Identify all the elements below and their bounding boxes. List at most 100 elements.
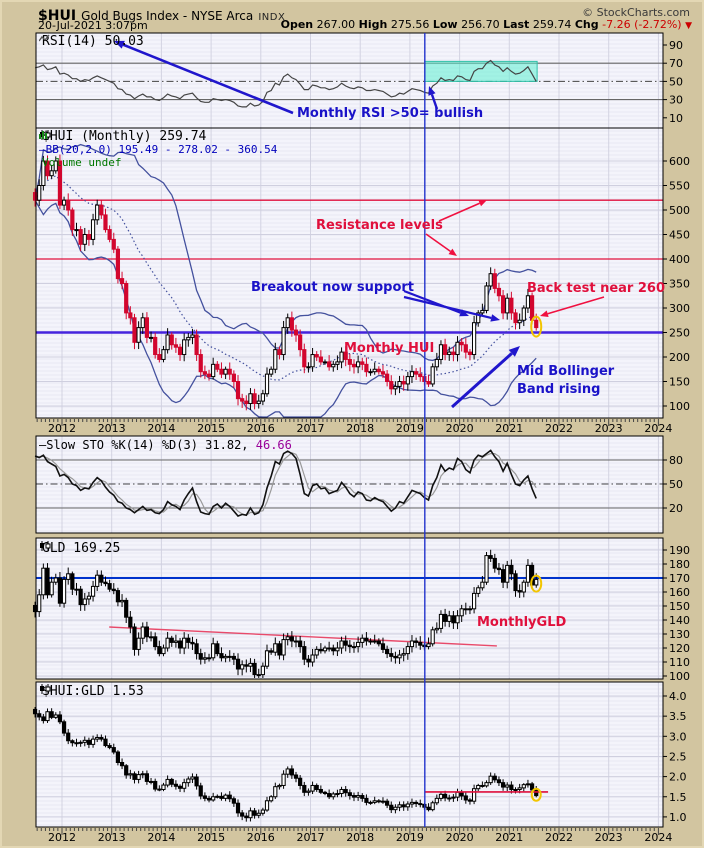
svg-text:50: 50 — [669, 478, 683, 491]
main-title-label: $HUI (Monthly) 259.74 — [42, 129, 207, 144]
volume-legend: Volume undef — [39, 131, 277, 169]
svg-text:30: 30 — [669, 94, 683, 107]
svg-text:2022: 2022 — [545, 831, 573, 844]
svg-text:1.5: 1.5 — [669, 791, 687, 804]
copyright: © StockCharts.com — [582, 6, 690, 19]
rsi-legend: RSI(14) 50.03 — [39, 34, 144, 49]
sto-panel — [34, 435, 664, 534]
svg-text:MonthlyGLD: MonthlyGLD — [477, 615, 566, 630]
sto-legend: —Slow STO %K(14) %D(3) 31.82, 46.66 — [39, 438, 292, 452]
svg-text:190: 190 — [669, 544, 690, 557]
last-label: Last — [503, 18, 530, 31]
svg-text:160: 160 — [669, 586, 690, 599]
svg-text:2021: 2021 — [495, 831, 523, 844]
gld-panel — [32, 537, 664, 680]
svg-text:110: 110 — [669, 656, 690, 669]
svg-text:2012: 2012 — [48, 422, 76, 435]
svg-text:2023: 2023 — [595, 831, 623, 844]
svg-text:Mid Bollinger: Mid Bollinger — [517, 364, 615, 379]
low-value: 256.70 — [461, 18, 500, 31]
quote-line: Open 267.00 High 275.56 Low 256.70 Last … — [281, 18, 692, 31]
annotations: Monthly RSI >50= bullish Resistance level… — [114, 40, 665, 630]
svg-text:2020: 2020 — [446, 831, 474, 844]
ticker-symbol: $HUI — [38, 8, 77, 24]
svg-text:2017: 2017 — [297, 422, 325, 435]
svg-text:100: 100 — [669, 400, 690, 413]
svg-text:2014: 2014 — [147, 831, 175, 844]
hui-panel — [32, 127, 664, 419]
change-down-triangle-icon: ▼ — [685, 21, 692, 31]
svg-text:Breakout now support: Breakout now support — [251, 280, 414, 295]
svg-text:Monthly HUI: Monthly HUI — [344, 341, 434, 356]
chart-datetime: 20-Jul-2021 3:07pm — [38, 19, 148, 32]
svg-text:2016: 2016 — [247, 422, 275, 435]
svg-text:2021: 2021 — [495, 422, 523, 435]
svg-text:3.5: 3.5 — [669, 710, 687, 723]
chg-value: -7.26 (-2.72%) — [602, 18, 682, 31]
exchange-tag: INDX — [258, 12, 286, 23]
svg-text:2.5: 2.5 — [669, 750, 687, 763]
svg-text:400: 400 — [669, 253, 690, 266]
ratio-panel — [32, 681, 664, 828]
svg-text:2013: 2013 — [98, 831, 126, 844]
svg-text:20: 20 — [669, 502, 683, 515]
svg-text:500: 500 — [669, 204, 690, 217]
svg-text:200: 200 — [669, 351, 690, 364]
bb-legend-label: BB(20,2.0) 195.49 - 278.02 - 360.54 — [45, 143, 278, 156]
svg-text:Monthly RSI >50= bullish: Monthly RSI >50= bullish — [297, 106, 483, 121]
svg-text:600: 600 — [669, 155, 690, 168]
svg-text:90: 90 — [669, 39, 683, 52]
svg-text:150: 150 — [669, 600, 690, 613]
svg-text:Band rising: Band rising — [517, 382, 600, 397]
svg-text:350: 350 — [669, 278, 690, 291]
y-axis-labels: 90 70 50 30 10 600 550 500 450 400 350 300 250 200 150… — [663, 39, 690, 824]
svg-text:2024: 2024 — [644, 831, 672, 844]
main-legend: $HUI (Monthly) 259.74 —BB(20,2.0) 195.49… — [39, 130, 277, 169]
volume-legend-label: Volume undef — [42, 156, 122, 169]
svg-text:1.0: 1.0 — [669, 811, 687, 824]
svg-text:2017: 2017 — [297, 831, 325, 844]
svg-text:80: 80 — [669, 454, 683, 467]
main-legend-title: $HUI (Monthly) 259.74 — [39, 130, 277, 143]
svg-text:Back test near 260: Back test near 260 — [527, 281, 665, 296]
svg-text:2015: 2015 — [197, 831, 225, 844]
chg-label: Chg — [574, 18, 599, 31]
svg-text:2016: 2016 — [247, 831, 275, 844]
bb-line-swatch: — — [39, 143, 46, 156]
svg-text:4.0: 4.0 — [669, 690, 687, 703]
rsi-legend-label: RSI(14) 50.03 — [42, 34, 144, 49]
highlight-markers — [530, 315, 543, 802]
svg-text:2015: 2015 — [197, 422, 225, 435]
svg-text:100: 100 — [669, 670, 690, 683]
svg-text:Resistance levels: Resistance levels — [316, 218, 443, 233]
svg-text:180: 180 — [669, 558, 690, 571]
ratio-legend: $HUI:GLD 1.53 — [39, 684, 144, 699]
sto-d-value: 46.66 — [248, 438, 292, 452]
svg-text:2.0: 2.0 — [669, 771, 687, 784]
rsi-panel — [34, 32, 664, 129]
svg-text:2023: 2023 — [595, 422, 623, 435]
sto-legend-label: Slow STO %K(14) %D(3) 31.82, — [46, 438, 249, 452]
sto-line-swatch: — — [39, 438, 47, 452]
svg-text:2013: 2013 — [98, 422, 126, 435]
last-value: 259.74 — [532, 18, 572, 31]
svg-text:2012: 2012 — [48, 831, 76, 844]
svg-text:140: 140 — [669, 614, 690, 627]
svg-text:10: 10 — [669, 112, 683, 125]
svg-text:2024: 2024 — [644, 422, 672, 435]
svg-text:50: 50 — [669, 75, 683, 88]
open-value: 267.00 — [316, 18, 356, 31]
svg-text:2022: 2022 — [545, 422, 573, 435]
svg-text:3.0: 3.0 — [669, 730, 687, 743]
high-label: High — [358, 18, 388, 31]
ticker-name: Gold Bugs Index - NYSE Arca — [81, 9, 254, 23]
open-label: Open — [280, 18, 314, 31]
gld-legend: GLD 169.25 — [39, 541, 120, 556]
svg-text:2014: 2014 — [147, 422, 175, 435]
svg-text:70: 70 — [669, 57, 683, 70]
svg-text:300: 300 — [669, 302, 690, 315]
gld-legend-label: GLD 169.25 — [42, 541, 121, 556]
high-value: 275.56 — [390, 18, 430, 31]
